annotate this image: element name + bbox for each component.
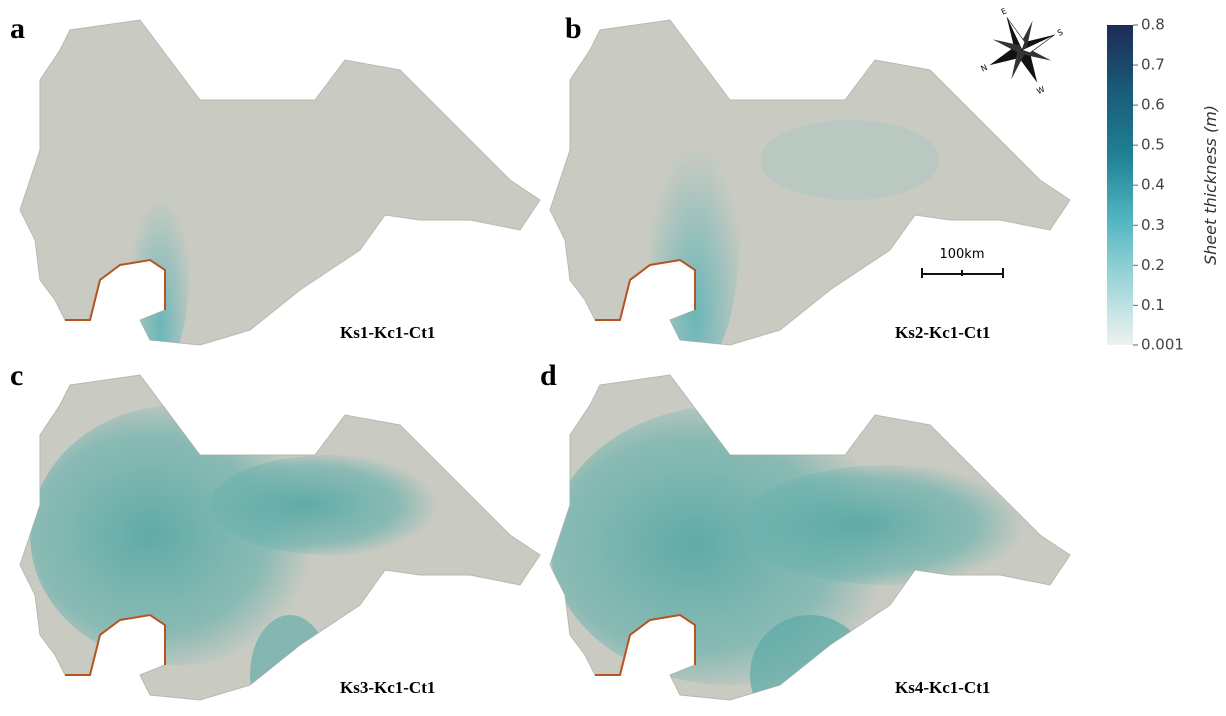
colorbar-tick-label: 0.7 (1141, 56, 1165, 74)
compass-letter: W (1035, 85, 1046, 97)
scale-bar: 100km (922, 247, 1003, 278)
panel-caption: Ks2-Kc1-Ct1 (895, 323, 990, 342)
colorbar-tick-label: 0.001 (1141, 336, 1184, 354)
colorbar-tick-label: 0.1 (1141, 296, 1165, 314)
panel-label: c (10, 359, 23, 392)
map-panel: a Ks1-Kc1-Ct1 (10, 12, 540, 370)
compass-letter: S (1056, 28, 1064, 38)
panel-caption: Ks4-Kc1-Ct1 (895, 678, 990, 697)
colorbar-tick-label: 0.4 (1141, 176, 1165, 194)
compass-letter: N (980, 63, 989, 74)
map-panel: b Ks2-Kc1-Ct1 (550, 12, 1070, 370)
panel-caption: Ks1-Kc1-Ct1 (340, 323, 435, 342)
map-panel: c Ks3-Kc1-Ct1 (10, 359, 540, 716)
colorbar-tick-label: 0.5 (1141, 136, 1165, 154)
figure: a Ks1-Kc1-Ct1 b Ks2-Kc1-Ct1 c Ks3-Kc1-Ct… (0, 0, 1226, 716)
scale-label: 100km (939, 247, 984, 262)
colorbar-title: Sheet thickness (m) (1201, 105, 1220, 265)
compass: E S W N (961, 0, 1083, 113)
colorbar-tick-label: 0.2 (1141, 256, 1165, 274)
panel-label: d (540, 359, 557, 392)
colorbar-tick-label: 0.3 (1141, 216, 1165, 234)
map-panel: d Ks4-Kc1-Ct1 (540, 359, 1070, 716)
panel-caption: Ks3-Kc1-Ct1 (340, 678, 435, 697)
colorbar (1107, 25, 1133, 345)
panel-label: b (565, 12, 582, 45)
colorbar-tick-label: 0.8 (1141, 16, 1165, 34)
compass-letter: E (1000, 6, 1008, 16)
colorbar-tick-label: 0.6 (1141, 96, 1165, 114)
panel-label: a (10, 12, 25, 45)
